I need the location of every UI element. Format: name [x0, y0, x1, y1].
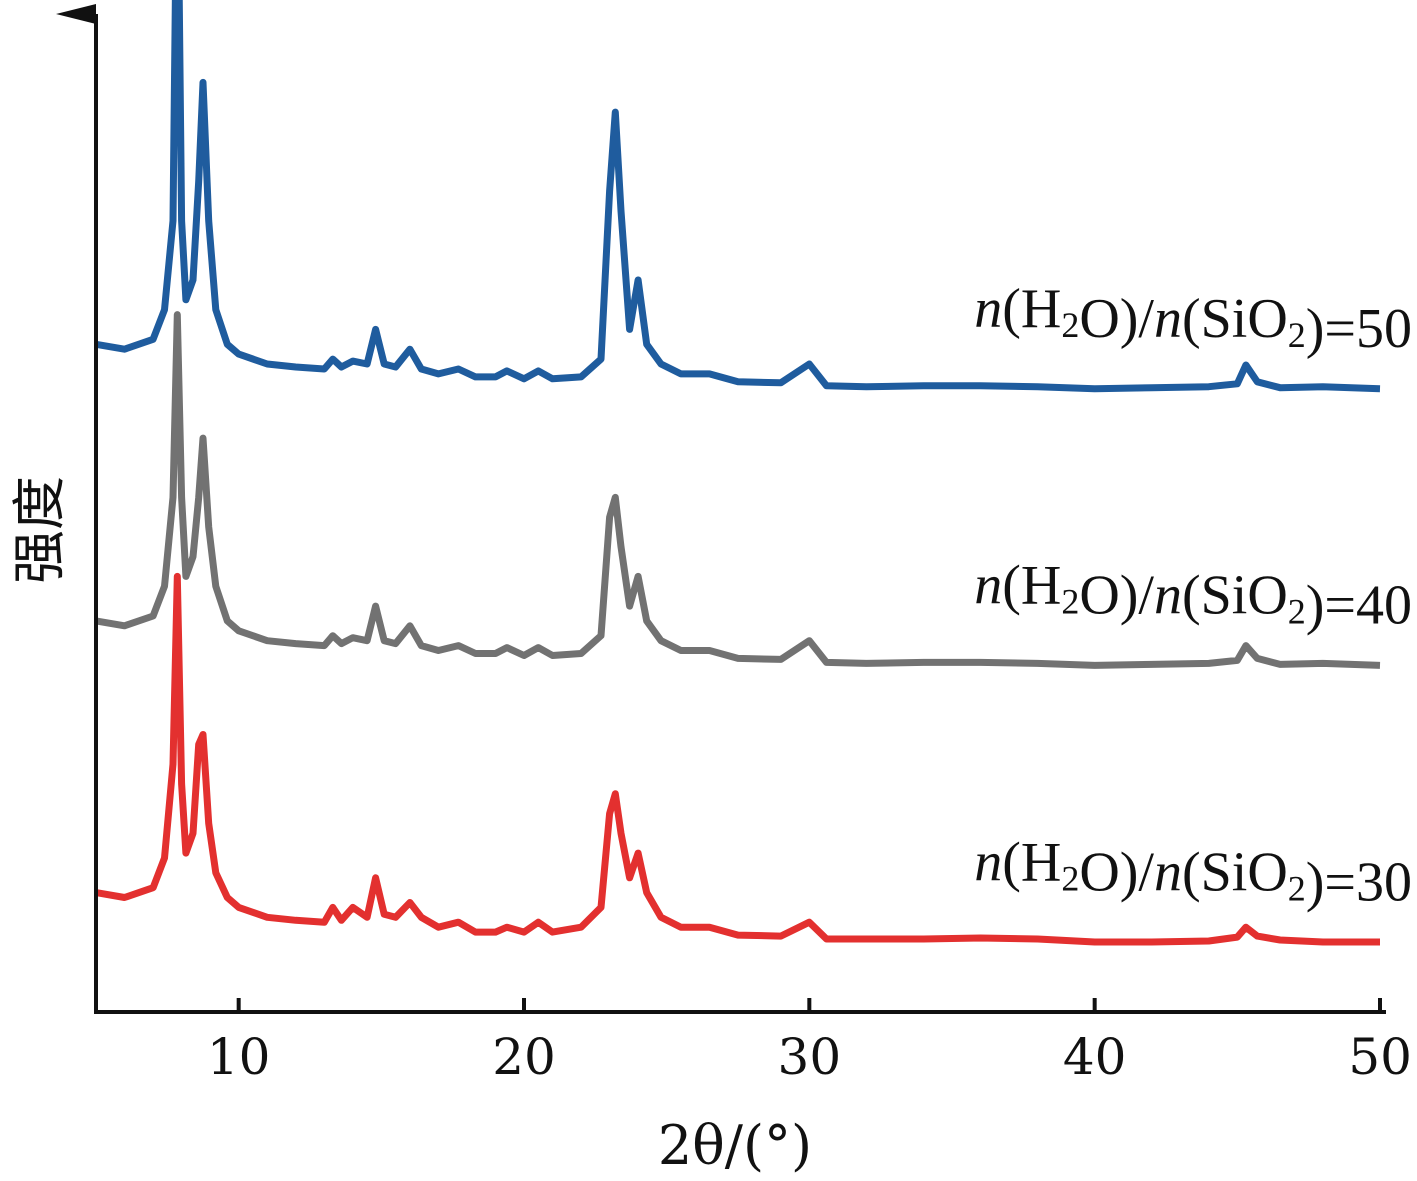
x-axis-title: 2θ/(°) [658, 1114, 812, 1177]
x-tick-layer: 10 20 30 40 50 [207, 998, 1412, 1086]
y-axis-title: 强度 [8, 476, 71, 584]
x-tick-label-2: 30 [778, 1028, 842, 1086]
series-label-2: n(H2O)/n(SiO2)=30 [974, 831, 1412, 913]
series-label-layer: n(H2O)/n(SiO2)=50 n(H2O)/n(SiO2)=40 n(H2O)… [974, 278, 1412, 913]
series-line-1 [95, 311, 1381, 669]
series-layer [95, 0, 1381, 946]
series-label-1: n(H2O)/n(SiO2)=40 [974, 555, 1412, 637]
x-tick-label-0: 10 [207, 1028, 271, 1086]
series-label-0: n(H2O)/n(SiO2)=50 [974, 278, 1412, 360]
series-line-0 [95, 0, 1381, 393]
x-tick-label-4: 50 [1348, 1028, 1412, 1086]
x-tick-label-3: 40 [1063, 1028, 1127, 1086]
x-tick-label-1: 20 [492, 1028, 556, 1086]
series-line-2 [95, 572, 1380, 946]
